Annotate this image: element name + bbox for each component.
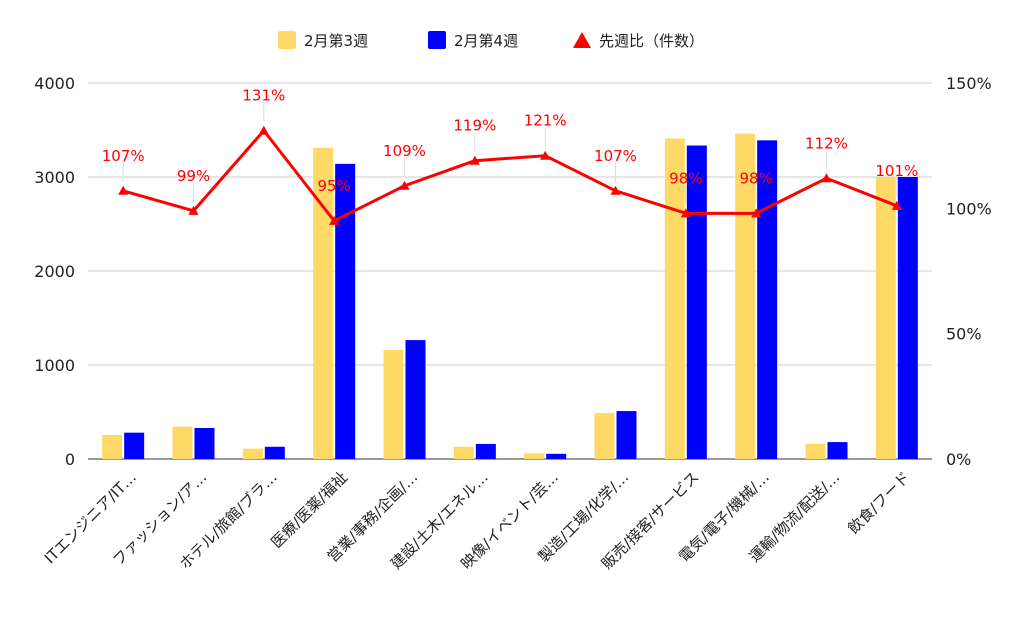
ratio-marker	[891, 200, 902, 210]
bar-week3	[594, 412, 615, 459]
legend-swatch	[573, 32, 591, 48]
bar-week3	[735, 133, 756, 459]
bar-week4	[616, 411, 637, 459]
bar-week3	[313, 147, 334, 460]
ratio-data-label: 119%	[453, 117, 496, 135]
ratio-data-label: 121%	[524, 112, 567, 130]
ratio-data-label: 95%	[317, 177, 350, 195]
y2-tick-label: 150%	[946, 74, 992, 93]
ratio-marker	[118, 185, 129, 195]
bar-week4	[335, 163, 356, 459]
bar-week3	[805, 443, 826, 459]
ratio-marker	[751, 208, 762, 218]
ratio-data-label: 98%	[739, 169, 772, 187]
bar-week4	[827, 442, 848, 459]
y2-tick-label: 0%	[946, 450, 971, 469]
y2-tick-label: 100%	[946, 199, 992, 218]
ratio-marker	[610, 185, 621, 195]
bar-week4	[475, 443, 496, 459]
bar-week3	[664, 138, 685, 459]
y2-tick-label: 50%	[946, 325, 982, 344]
ratio-data-label: 107%	[594, 147, 637, 165]
ratio-data-label: 101%	[875, 162, 918, 180]
legend-label: 2月第3週	[304, 32, 368, 50]
bar-week3	[453, 446, 474, 459]
y-tick-label: 0	[65, 450, 75, 469]
bar-week3	[524, 453, 545, 459]
bar-week3	[875, 177, 896, 459]
bar-week4	[194, 427, 215, 459]
axis-layer: 010002000300040000%50%100%150%ITエンジニア/IT…	[34, 74, 991, 573]
ratio-marker	[329, 215, 340, 225]
ratio-data-label: 98%	[669, 169, 702, 187]
bar-week4	[264, 446, 285, 459]
ratio-marker	[258, 125, 269, 135]
ratio-data-label: 109%	[383, 142, 426, 160]
y-tick-label: 2000	[34, 262, 75, 281]
y-tick-label: 3000	[34, 168, 75, 187]
line-layer	[118, 125, 902, 225]
ratio-marker	[540, 150, 551, 160]
ratio-marker	[469, 155, 480, 165]
bar-week4	[405, 340, 426, 459]
bar-week4	[124, 432, 145, 459]
bar-week4	[757, 140, 778, 459]
bar-week3	[242, 448, 263, 459]
bar-week3	[172, 426, 193, 459]
bar-week4	[897, 177, 918, 459]
y-tick-label: 1000	[34, 356, 75, 375]
legend: 2月第3週 2月第4週 先週比（件数）	[278, 31, 704, 50]
bar-layer	[102, 133, 918, 460]
bar-week4	[686, 145, 707, 459]
ratio-marker	[188, 205, 199, 215]
label-layer: 107% 99% 131% 95% 109% 119% 121% 107% 98% 98% 112%…	[102, 87, 918, 212]
legend-swatch	[278, 31, 296, 49]
ratio-marker	[821, 173, 832, 183]
grid-layer	[88, 82, 932, 460]
bar-week3	[383, 349, 404, 459]
ratio-data-label: 112%	[805, 134, 848, 152]
y-tick-label: 4000	[34, 74, 75, 93]
legend-label: 先週比（件数）	[599, 32, 704, 50]
x-tick-label: 飲食/フード	[844, 468, 913, 537]
ratio-data-label: 131%	[242, 87, 285, 105]
ratio-marker	[399, 180, 410, 190]
ratio-line	[122, 129, 898, 223]
legend-label: 2月第4週	[454, 32, 518, 50]
legend-swatch	[428, 31, 446, 49]
ratio-data-label: 99%	[177, 167, 210, 185]
bar-week3	[102, 435, 123, 459]
bar-week4	[546, 453, 567, 459]
ratio-marker	[680, 208, 691, 218]
ratio-data-label: 107%	[102, 147, 145, 165]
